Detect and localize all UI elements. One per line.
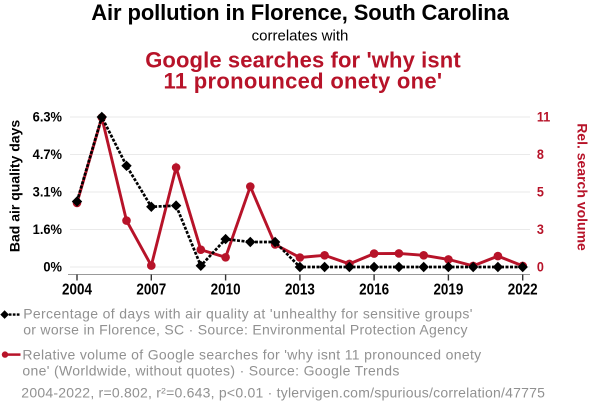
svg-text:correlates with: correlates with bbox=[252, 28, 349, 45]
svg-text:or worse in Florence, SC · Sou: or worse in Florence, SC · Source: Envir… bbox=[23, 321, 468, 337]
svg-text:Bad air quality days: Bad air quality days bbox=[6, 120, 22, 252]
svg-text:2022: 2022 bbox=[508, 282, 538, 299]
svg-text:3.1%: 3.1% bbox=[33, 184, 62, 200]
svg-text:Rel. search volume: Rel. search volume bbox=[575, 123, 591, 251]
svg-text:8: 8 bbox=[537, 146, 544, 162]
svg-text:2004-2022, r=0.802, r²=0.643,: 2004-2022, r=0.802, r²=0.643, p<0.01 · t… bbox=[21, 385, 545, 401]
svg-text:2007: 2007 bbox=[136, 282, 166, 299]
svg-text:1.6%: 1.6% bbox=[33, 222, 62, 238]
svg-text:11: 11 bbox=[537, 109, 551, 125]
svg-text:5: 5 bbox=[537, 184, 545, 200]
svg-text:2013: 2013 bbox=[285, 282, 315, 299]
svg-text:Air pollution in Florence, Sou: Air pollution in Florence, South Carolin… bbox=[91, 0, 509, 25]
svg-text:11 pronounced onety one': 11 pronounced onety one' bbox=[164, 69, 443, 94]
svg-text:Relative volume of Google sear: Relative volume of Google searches for '… bbox=[22, 347, 481, 363]
svg-text:Percentage of days with air qu: Percentage of days with air quality at '… bbox=[23, 306, 473, 322]
svg-text:0%: 0% bbox=[43, 259, 62, 275]
svg-text:2004: 2004 bbox=[62, 282, 93, 299]
svg-text:0: 0 bbox=[537, 259, 544, 275]
svg-text:6.3%: 6.3% bbox=[33, 109, 62, 125]
svg-text:Google searches for 'why isnt: Google searches for 'why isnt bbox=[145, 48, 461, 73]
svg-text:3: 3 bbox=[537, 221, 544, 237]
svg-text:2016: 2016 bbox=[359, 282, 389, 299]
svg-text:2010: 2010 bbox=[211, 282, 241, 299]
svg-text:2019: 2019 bbox=[433, 282, 463, 299]
svg-text:one' (Worldwide, without quote: one' (Worldwide, without quotes) · Sourc… bbox=[22, 362, 399, 378]
svg-text:4.7%: 4.7% bbox=[33, 147, 62, 163]
